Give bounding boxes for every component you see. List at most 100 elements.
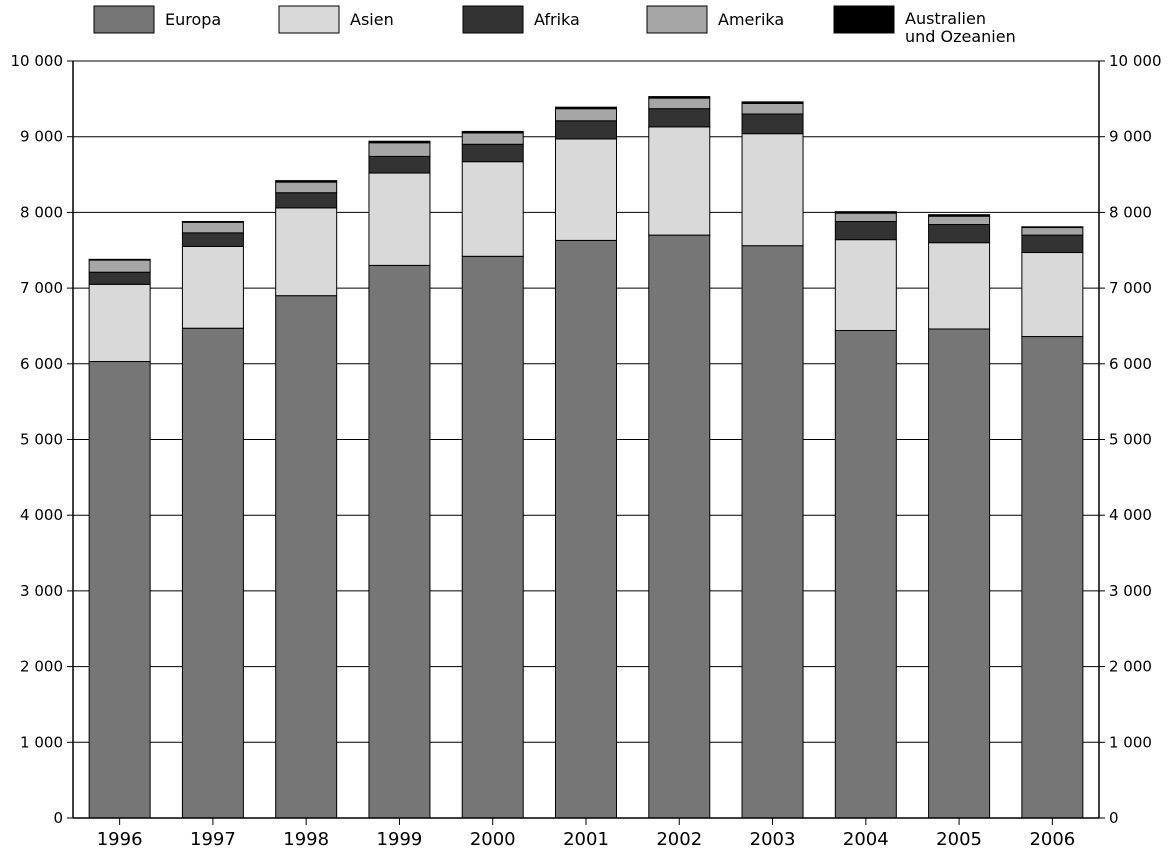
legend-swatch	[93, 5, 155, 34]
legend-swatch	[646, 5, 708, 34]
bar-segment	[648, 97, 711, 110]
bar-segment	[275, 181, 338, 194]
bar-segment	[928, 224, 991, 244]
bar-segment	[928, 242, 991, 330]
x-tick-label: 2000	[470, 829, 516, 849]
bar-segment	[741, 245, 804, 819]
bar-segment	[555, 239, 617, 819]
bar-segment	[88, 361, 151, 819]
x-tick-label: 1996	[97, 829, 143, 849]
bar-segment	[1021, 227, 1084, 236]
bar-segment	[88, 258, 151, 261]
x-tick-label: 2005	[936, 829, 982, 849]
x-tick-label: 1999	[377, 829, 423, 849]
y-tick-label-right: 5 000	[1109, 431, 1152, 449]
bar-segment	[461, 132, 524, 145]
y-tick-label-right: 6 000	[1109, 355, 1152, 373]
legend-label: Amerika	[718, 10, 784, 29]
y-tick-label-left: 4 000	[20, 506, 63, 524]
bar-segment	[834, 329, 897, 819]
bar-segment	[181, 221, 244, 234]
legend-label-line: und Ozeanien	[905, 27, 1016, 46]
bar-segment	[368, 264, 431, 819]
x-tick-label: 2002	[656, 829, 702, 849]
legend-swatch	[833, 5, 895, 34]
bar-segment	[275, 207, 338, 297]
bar-segment	[275, 180, 338, 183]
y-tick-label-left: 2 000	[20, 658, 63, 676]
bar-segment	[88, 283, 151, 363]
y-tick-label-right: 4 000	[1109, 506, 1152, 524]
bar-segment	[181, 245, 244, 329]
bar-segment	[555, 138, 617, 241]
bar-segment	[461, 161, 524, 257]
bar-segment	[88, 271, 151, 285]
bar-segment	[1021, 336, 1084, 819]
bar-segment	[834, 239, 897, 331]
bar-segment	[928, 328, 991, 819]
y-tick-label-right: 0	[1109, 809, 1119, 827]
y-tick-label-right: 2 000	[1109, 658, 1152, 676]
y-axis-right: 0 1 000 2 000 3 000 4 000 5 000 6 000 7 000 8 00…	[1099, 52, 1162, 827]
legend-swatch	[278, 5, 340, 34]
x-tick-label: 2006	[1029, 829, 1075, 849]
y-tick-label-left: 3 000	[20, 582, 63, 600]
bar-segment	[461, 130, 524, 134]
x-axis: 1996 1997 1998 1999 2000 2001 2002 2003 2004 2005…	[97, 818, 1075, 849]
bar-segment	[555, 106, 617, 110]
x-tick-label: 2003	[750, 829, 796, 849]
bar-segment	[368, 140, 431, 144]
bar-segment	[648, 234, 711, 819]
bar-segment	[368, 172, 431, 266]
legend-label: Afrika	[534, 10, 580, 29]
x-tick-label: 2001	[563, 829, 609, 849]
y-tick-label-right: 3 000	[1109, 582, 1152, 600]
bar-segment	[181, 220, 244, 223]
bar-segment	[461, 143, 524, 163]
bar-segment	[834, 220, 897, 241]
y-tick-label-right: 8 000	[1109, 203, 1152, 221]
y-axis-left: 0 1 000 2 000 3 000 4 000 5 000 6 000 7 000 8 00…	[11, 52, 73, 827]
bar-segment	[1021, 252, 1084, 338]
bar-segment	[368, 142, 431, 157]
x-tick-label: 1998	[283, 829, 329, 849]
x-tick-label: 1997	[190, 829, 236, 849]
legend-swatch	[462, 5, 524, 34]
bar-segment	[648, 126, 711, 236]
bar-segment	[834, 211, 897, 214]
bar-segment	[648, 96, 711, 99]
y-tick-label-right: 7 000	[1109, 279, 1152, 297]
y-tick-label-left: 10 000	[11, 52, 64, 70]
bar-segment	[928, 215, 991, 226]
bar-segment	[741, 101, 804, 104]
bar-segment	[555, 120, 617, 140]
bar-segment	[555, 108, 617, 122]
bar-segment	[741, 113, 804, 135]
bar-segment	[275, 295, 338, 819]
bar-segment	[181, 327, 244, 819]
y-tick-label-left: 9 000	[20, 128, 63, 146]
legend: Europa Asien Afrika Amerika Australien und Oz…	[93, 5, 1016, 46]
bar-segment	[648, 108, 711, 128]
y-tick-label-left: 8 000	[20, 203, 63, 221]
y-tick-label-right: 9 000	[1109, 128, 1152, 146]
y-tick-label-left: 1 000	[20, 733, 63, 751]
bar-segment	[1021, 234, 1084, 254]
bar-segment	[88, 259, 151, 273]
y-tick-label-left: 0	[53, 809, 63, 827]
bar-segment	[181, 232, 244, 247]
bar-segment	[834, 212, 897, 222]
legend-label: Asien	[350, 10, 394, 29]
bar-segment	[275, 192, 338, 209]
bar-segment	[928, 214, 991, 217]
bar-segment	[1021, 226, 1084, 229]
y-tick-label-right: 10 000	[1109, 52, 1162, 70]
legend-label: Europa	[165, 10, 221, 29]
legend-label-line: Australien	[905, 9, 986, 28]
bar-segment	[461, 255, 524, 819]
bar-segment	[368, 155, 431, 174]
bar-segment	[741, 102, 804, 115]
bar-segment	[741, 133, 804, 247]
y-tick-label-right: 1 000	[1109, 733, 1152, 751]
